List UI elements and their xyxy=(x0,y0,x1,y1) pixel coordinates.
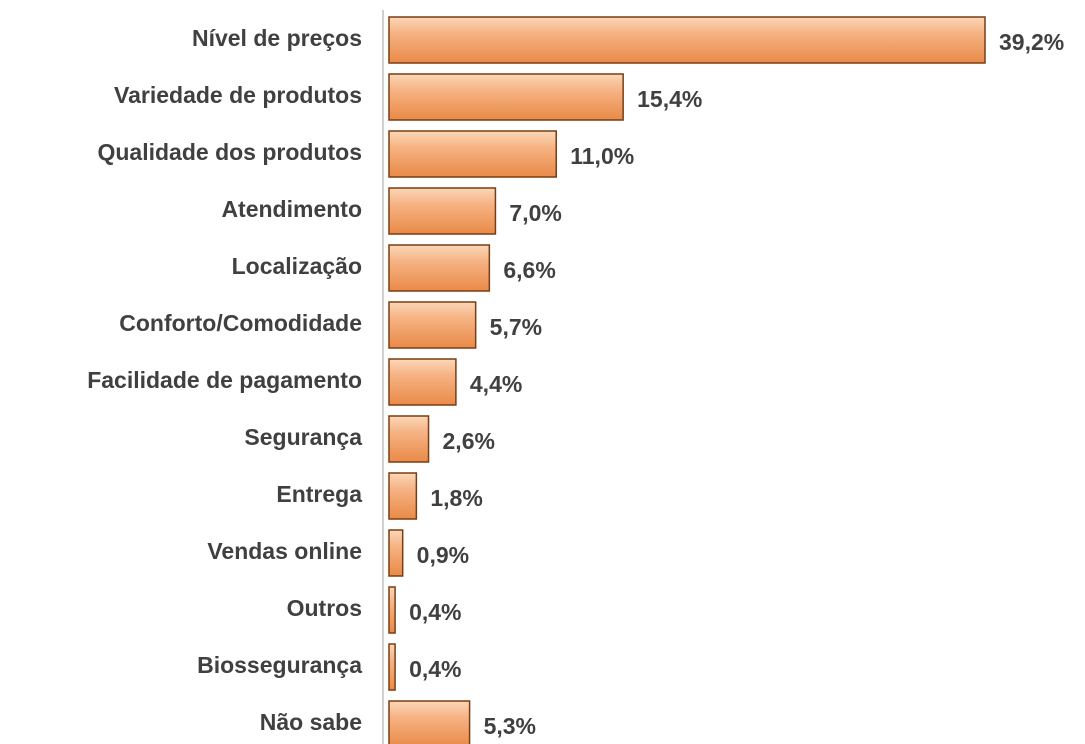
category-label: Facilidade de pagamento xyxy=(87,367,362,393)
category-label: Não sabe xyxy=(260,709,362,735)
bar xyxy=(388,700,471,744)
bar xyxy=(388,529,404,577)
value-label: 7,0% xyxy=(509,200,561,226)
value-label: 5,3% xyxy=(484,713,536,739)
bar xyxy=(388,130,557,178)
value-label: 39,2% xyxy=(999,29,1064,55)
category-label: Nível de preços xyxy=(192,25,362,51)
value-label: 2,6% xyxy=(443,428,495,454)
value-label: 0,9% xyxy=(417,542,469,568)
category-label: Vendas online xyxy=(207,538,362,564)
category-label: Biossegurança xyxy=(197,652,362,678)
bar xyxy=(388,301,477,349)
value-label: 5,7% xyxy=(490,314,542,340)
category-label: Localização xyxy=(232,253,362,279)
category-label: Atendimento xyxy=(221,196,362,222)
value-label: 0,4% xyxy=(409,599,461,625)
value-label: 11,0% xyxy=(570,143,634,169)
bar xyxy=(388,415,430,463)
value-label: 15,4% xyxy=(637,86,702,112)
category-label: Qualidade dos produtos xyxy=(97,139,362,165)
value-label: 1,8% xyxy=(430,485,482,511)
category-label: Conforto/Comodidade xyxy=(119,310,362,336)
value-label: 0,4% xyxy=(409,656,461,682)
bar xyxy=(388,16,986,64)
category-label: Variedade de produtos xyxy=(114,82,362,108)
category-label: Outros xyxy=(287,595,362,621)
bar xyxy=(388,244,491,292)
bar xyxy=(388,643,396,691)
category-label: Segurança xyxy=(244,424,362,450)
bar xyxy=(388,73,624,121)
bar xyxy=(388,358,457,406)
bar xyxy=(388,187,497,235)
value-label: 4,4% xyxy=(470,371,522,397)
category-label: Entrega xyxy=(276,481,362,507)
bar xyxy=(388,472,418,520)
bar xyxy=(388,586,396,634)
value-label: 6,6% xyxy=(503,257,555,283)
